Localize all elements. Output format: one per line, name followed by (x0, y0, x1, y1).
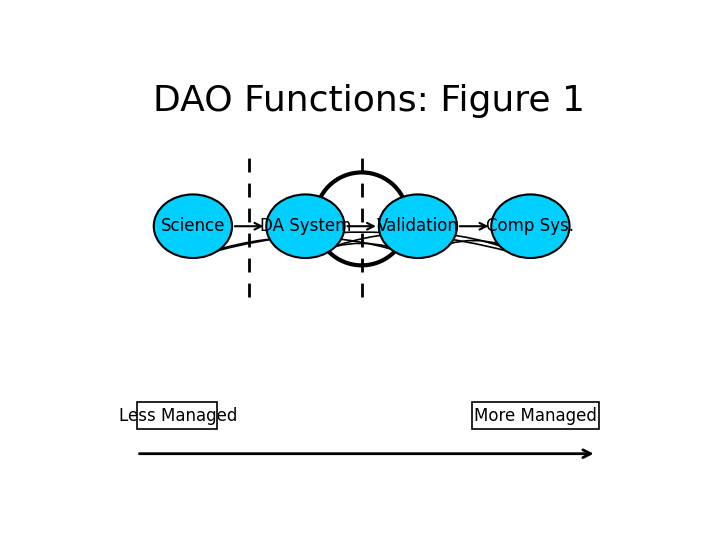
FancyArrowPatch shape (197, 237, 415, 256)
Ellipse shape (379, 194, 457, 258)
Bar (137, 402, 217, 429)
Text: DAO Functions: Figure 1: DAO Functions: Figure 1 (153, 84, 585, 118)
Text: Comp Sys.: Comp Sys. (487, 217, 575, 235)
Ellipse shape (266, 194, 345, 258)
FancyArrowPatch shape (310, 243, 415, 256)
Text: Less Managed: Less Managed (119, 407, 238, 424)
FancyArrowPatch shape (197, 232, 528, 257)
Text: Science: Science (161, 217, 225, 235)
FancyArrowPatch shape (310, 233, 528, 256)
Ellipse shape (154, 194, 232, 258)
Text: DA System: DA System (260, 217, 351, 235)
Text: More Managed: More Managed (474, 407, 597, 424)
Ellipse shape (491, 194, 570, 258)
Text: Validation: Validation (377, 217, 459, 235)
FancyArrowPatch shape (422, 240, 528, 256)
Bar (472, 402, 599, 429)
